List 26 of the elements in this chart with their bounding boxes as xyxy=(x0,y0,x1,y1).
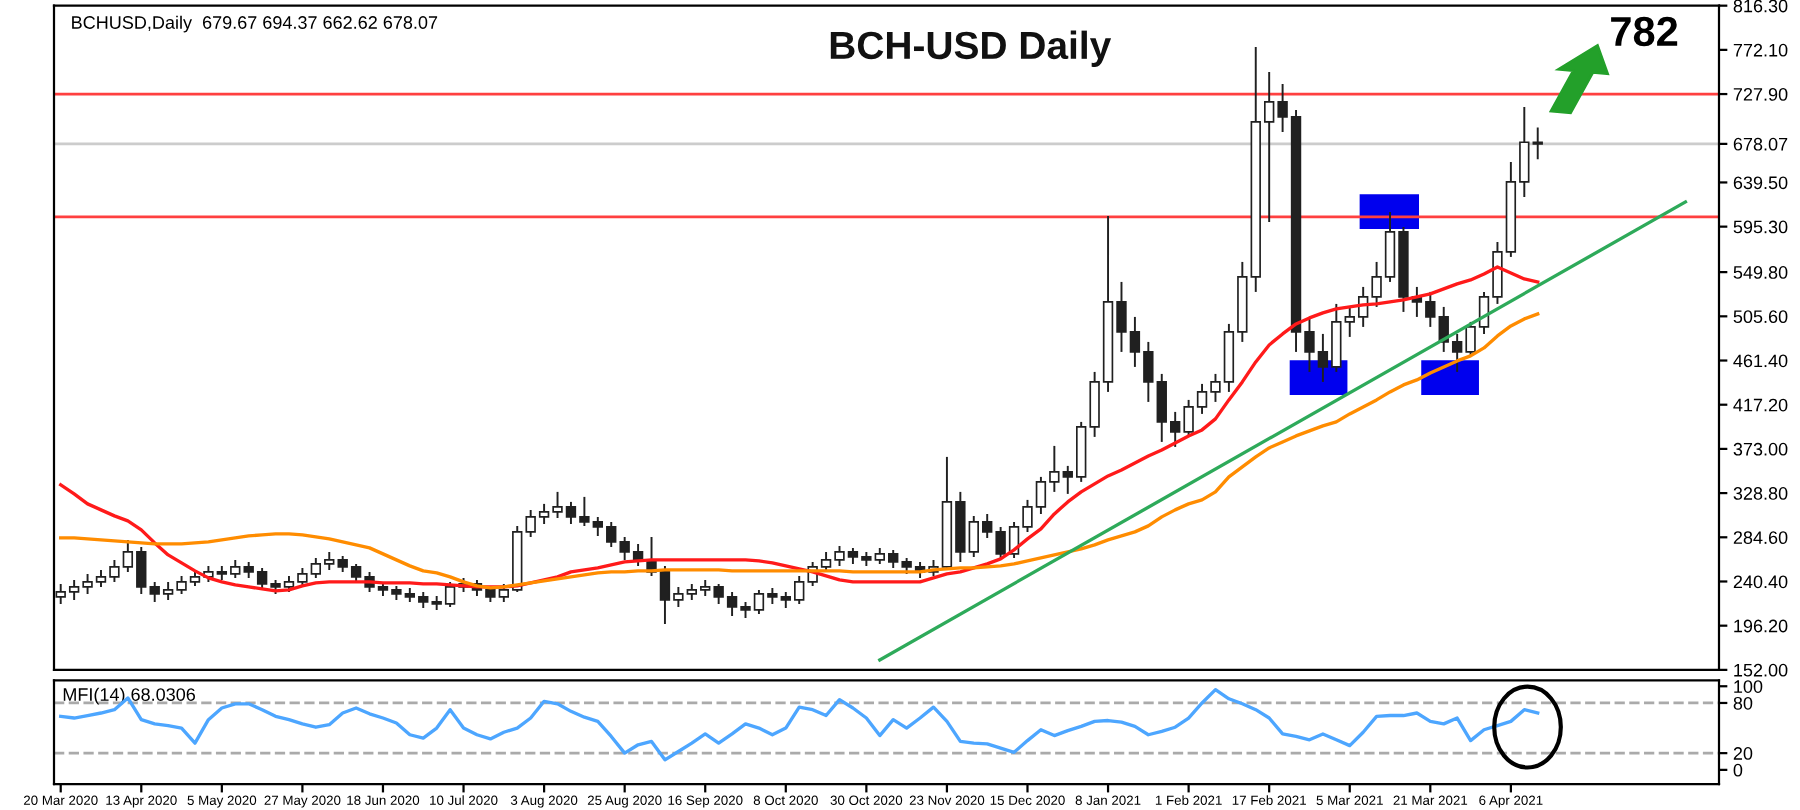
y-tick-label: 549.80 xyxy=(1733,266,1788,279)
y-tick-label: 328.80 xyxy=(1733,487,1788,500)
y-tick-label: 240.40 xyxy=(1733,575,1788,589)
y-tick-label: 595.30 xyxy=(1733,220,1788,234)
y-tick-label: 80 xyxy=(1733,696,1753,710)
y-tick-label: 20 xyxy=(1733,747,1753,760)
text: BCH-USD Daily xyxy=(830,30,1112,67)
y-tick-label: 639.50 xyxy=(1733,176,1788,190)
annotation: BCHUSD,Daily 679.67 694.37 662.62 678.07 xyxy=(72,15,438,33)
annotation: MFI(14) 68.0306 xyxy=(63,687,196,705)
y-tick-label: 152.00 xyxy=(1734,663,1788,677)
y-tick-label: 505.60 xyxy=(1733,310,1788,324)
line-series xyxy=(59,687,1540,762)
y-tick-label: 461.40 xyxy=(1733,354,1788,368)
y-tick-label: 678.07 xyxy=(1733,137,1788,151)
y-tick-label: 417.20 xyxy=(1733,398,1788,412)
y-tick-label: 373.00 xyxy=(1733,442,1788,456)
y-tick-label: 772.10 xyxy=(1733,43,1788,57)
y-tick-label: 727.90 xyxy=(1733,87,1788,101)
annotation: 782 xyxy=(1611,16,1678,47)
y-tick-label: 100 xyxy=(1734,680,1763,693)
candlestick xyxy=(1532,126,1543,161)
y-tick-label: 816.30 xyxy=(1733,0,1788,13)
y-tick-label: 284.60 xyxy=(1733,531,1788,545)
y-tick-label: 0 xyxy=(1733,763,1743,777)
y-tick-label: 196.20 xyxy=(1734,619,1788,633)
